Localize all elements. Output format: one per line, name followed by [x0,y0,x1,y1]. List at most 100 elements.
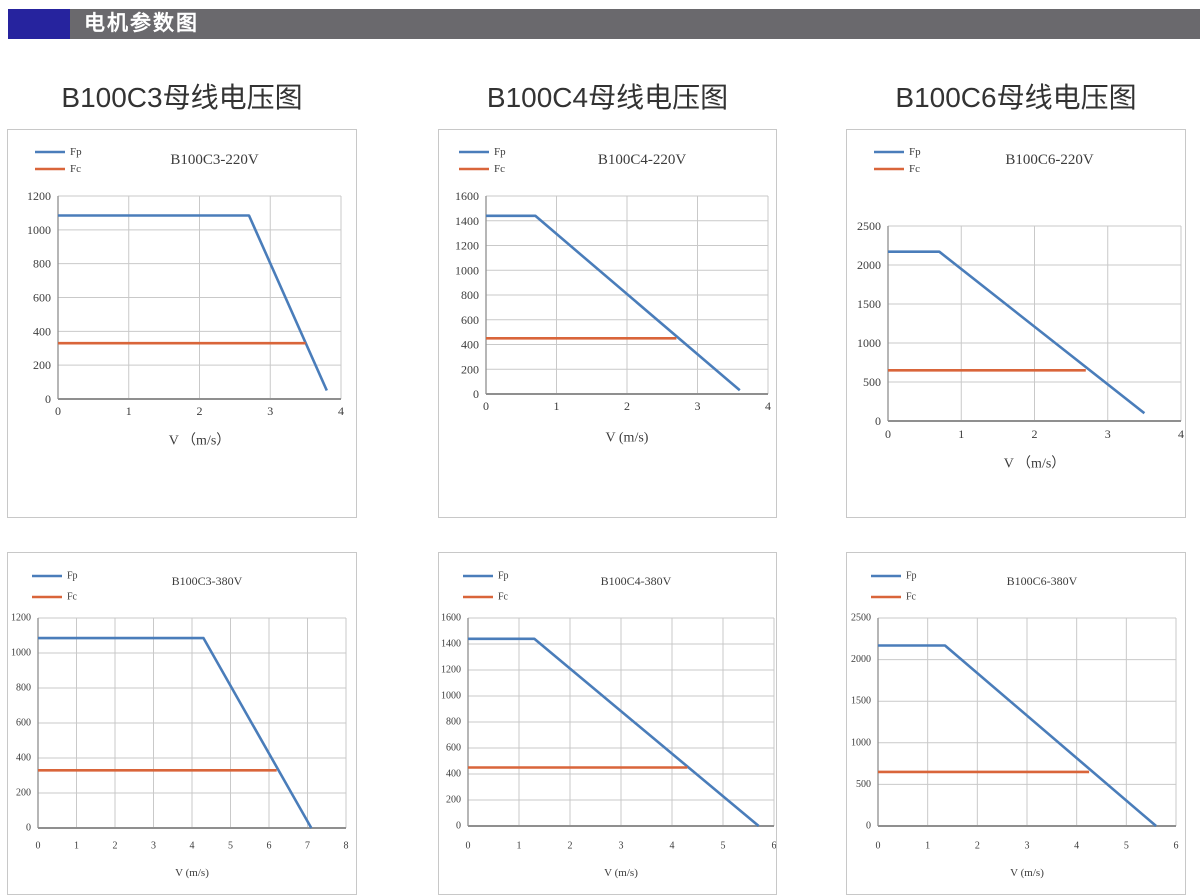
svg-text:4: 4 [190,841,195,852]
svg-text:1: 1 [74,841,79,852]
svg-text:2: 2 [624,399,630,413]
svg-text:0: 0 [473,387,479,401]
svg-text:Fp: Fp [498,571,509,582]
svg-text:5: 5 [1124,841,1129,852]
chart-heading-b100c6: B100C6母线电压图 [895,82,1137,113]
svg-text:3: 3 [267,404,273,418]
svg-text:B100C6-220V: B100C6-220V [1005,152,1094,168]
svg-text:V (m/s): V (m/s) [606,431,649,446]
svg-text:1: 1 [958,427,964,441]
svg-text:1400: 1400 [455,214,479,228]
svg-text:0: 0 [483,399,489,413]
section-title: 电机参数图 [84,12,199,35]
svg-text:1600: 1600 [441,613,461,624]
chart-b100c4-220v: 0 200 400 600 800 1000 1200 1400 1600 0 1 2 3 4 V (m/s… [438,129,777,518]
svg-text:2500: 2500 [857,219,881,233]
svg-text:800: 800 [16,683,31,694]
svg-text:1000: 1000 [441,691,461,702]
svg-text:B100C3-220V: B100C3-220V [170,152,259,168]
svg-text:3: 3 [1105,427,1111,441]
svg-text:1500: 1500 [857,297,881,311]
svg-text:7: 7 [305,841,310,852]
svg-text:800: 800 [33,257,51,271]
svg-text:B100C6-380V: B100C6-380V [1007,574,1078,588]
svg-text:0: 0 [36,841,41,852]
svg-text:1500: 1500 [851,696,871,707]
svg-text:3: 3 [151,841,156,852]
svg-text:800: 800 [446,717,461,728]
svg-text:1200: 1200 [11,613,31,624]
svg-text:0: 0 [885,427,891,441]
svg-text:V （m/s）: V （m/s） [169,433,231,449]
svg-text:3: 3 [1025,841,1030,852]
svg-text:1: 1 [126,404,132,418]
svg-text:2500: 2500 [851,613,871,624]
chart-b100c3-220v: 0 200 400 600 800 1000 1200 0 1 2 3 4 V （m/s） B100C3-… [7,129,357,518]
chart-canvas-b100c4-220v: 0 200 400 600 800 1000 1200 1400 1600 0 1 2 3 4 V (m/s… [455,146,771,446]
section-header-bar: 电机参数图 [70,9,1200,39]
svg-text:B100C4-380V: B100C4-380V [601,574,672,588]
chart-b100c3-380v: 0 200 400 600 800 1000 1200 0 1 2 3 4 5 6 7 8 V (m/s) B10… [7,552,357,895]
svg-text:800: 800 [461,288,479,302]
svg-text:1000: 1000 [851,737,871,748]
svg-text:600: 600 [16,718,31,729]
svg-text:1000: 1000 [455,263,479,277]
svg-text:1000: 1000 [11,648,31,659]
svg-text:V (m/s): V (m/s) [1010,867,1044,879]
svg-text:Fc: Fc [906,592,917,603]
svg-text:4: 4 [670,841,675,852]
svg-text:4: 4 [765,399,771,413]
svg-text:2: 2 [1032,427,1038,441]
svg-text:200: 200 [33,358,51,372]
svg-text:200: 200 [16,788,31,799]
svg-text:2000: 2000 [857,258,881,272]
svg-text:8: 8 [344,841,349,852]
svg-text:1200: 1200 [441,665,461,676]
svg-text:2000: 2000 [851,654,871,665]
chart-canvas-b100c6-220v: 0 500 1000 1500 2000 2500 0 1 2 3 4 V （m/s） B100C6-2… [857,146,1184,472]
svg-text:Fc: Fc [494,163,505,175]
svg-text:2: 2 [568,841,573,852]
svg-text:1600: 1600 [455,189,479,203]
chart-canvas-b100c6-380v: 0 500 1000 1500 2000 2500 0 1 2 3 4 5 6 V (m/s) B100C6… [851,571,1179,880]
svg-text:V (m/s): V (m/s) [175,867,209,879]
svg-text:0: 0 [876,841,881,852]
svg-text:Fc: Fc [67,592,78,603]
svg-text:6: 6 [1174,841,1179,852]
svg-text:600: 600 [33,291,51,305]
svg-text:Fc: Fc [909,163,920,175]
svg-text:3: 3 [619,841,624,852]
svg-text:5: 5 [721,841,726,852]
svg-text:Fp: Fp [906,571,917,582]
svg-text:400: 400 [461,338,479,352]
svg-text:1: 1 [925,841,930,852]
svg-text:Fp: Fp [909,146,921,158]
svg-text:V （m/s）: V （m/s） [1004,456,1066,472]
svg-text:1000: 1000 [27,223,51,237]
svg-text:200: 200 [461,362,479,376]
svg-text:1: 1 [517,841,522,852]
svg-text:0: 0 [866,821,871,832]
svg-text:1000: 1000 [857,336,881,350]
svg-text:1200: 1200 [455,239,479,253]
svg-text:Fc: Fc [70,163,81,175]
svg-text:B100C3-380V: B100C3-380V [172,574,243,588]
svg-text:5: 5 [228,841,233,852]
svg-text:1200: 1200 [27,189,51,203]
svg-text:2: 2 [197,404,203,418]
chart-heading-b100c3: B100C3母线电压图 [61,82,303,113]
svg-text:1400: 1400 [441,639,461,650]
chart-b100c6-220v: 0 500 1000 1500 2000 2500 0 1 2 3 4 V （m/s） B100C6-2… [846,129,1186,518]
chart-canvas-b100c4-380v: 0 200 400 600 800 1000 1200 1400 1600 0 1 2 3 4 5 6 V (m… [441,571,777,880]
svg-text:0: 0 [466,841,471,852]
svg-text:Fp: Fp [494,146,506,158]
svg-text:B100C4-220V: B100C4-220V [598,152,687,168]
svg-text:500: 500 [863,375,881,389]
svg-text:3: 3 [695,399,701,413]
svg-text:2: 2 [113,841,118,852]
svg-text:400: 400 [446,769,461,780]
svg-text:4: 4 [1074,841,1079,852]
svg-text:6: 6 [772,841,777,852]
svg-text:0: 0 [26,823,31,834]
